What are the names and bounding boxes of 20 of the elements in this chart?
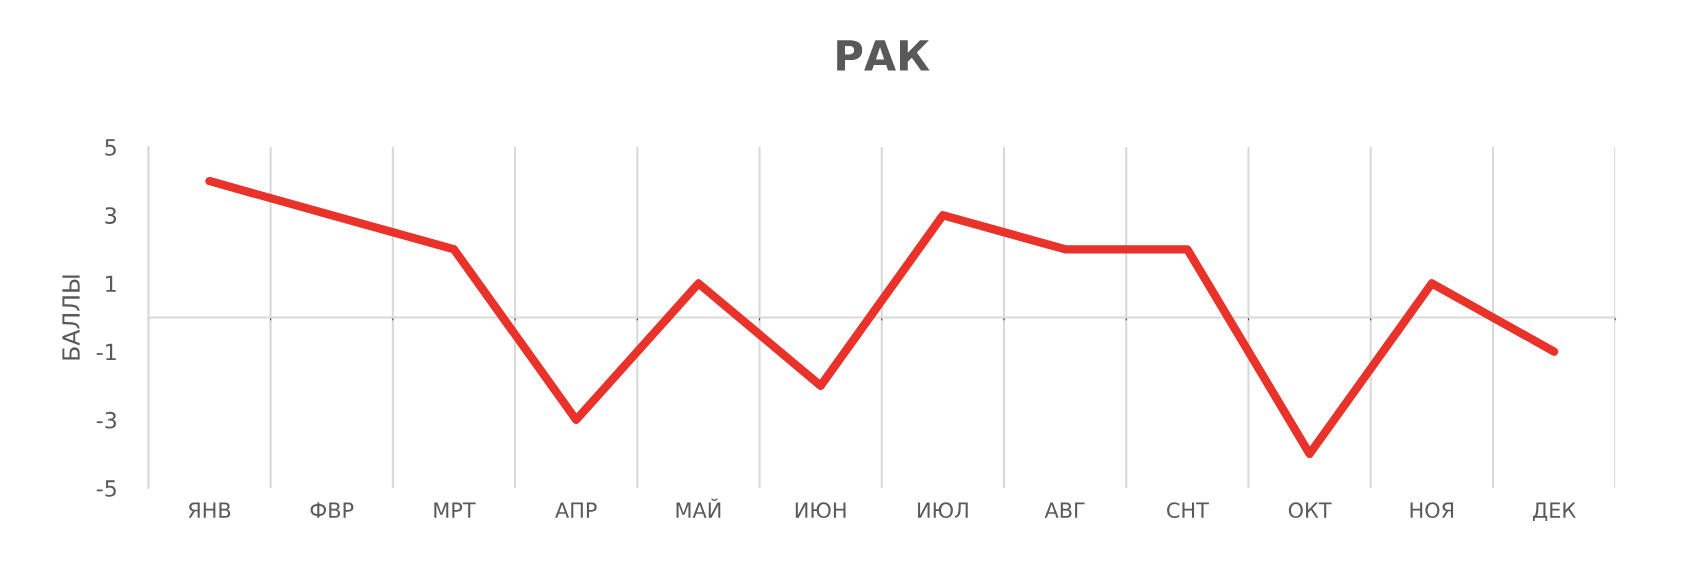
y-tick-label: -5 — [96, 480, 116, 497]
x-tick-label: ФВР — [310, 502, 354, 518]
x-tick-label: ЯНВ — [188, 502, 231, 518]
x-tick-label: СНТ — [1167, 502, 1209, 519]
y-axis-title: БАЛЛЫ — [62, 275, 80, 360]
x-tick-label: ИЮН — [795, 502, 846, 519]
y-tick-label: 5 — [105, 139, 116, 156]
chart-title: РАК — [837, 40, 930, 71]
x-tick-label: АПР — [555, 502, 597, 518]
x-tick-label: ОКТ — [1288, 502, 1332, 519]
y-tick-label: -1 — [96, 343, 116, 361]
x-tick-label: ДЕК — [1532, 502, 1576, 522]
y-tick-label: -3 — [96, 411, 117, 429]
x-tick-label: ИЮЛ — [918, 502, 968, 519]
y-tick-label: 1 — [106, 275, 116, 292]
x-tick-label: МАЙ — [676, 498, 721, 518]
x-tick-label: НОЯ — [1410, 502, 1454, 519]
x-tick-label: АВГ — [1044, 502, 1085, 518]
x-tick-label: МРТ — [434, 502, 476, 518]
y-tick-label: 3 — [105, 207, 117, 224]
